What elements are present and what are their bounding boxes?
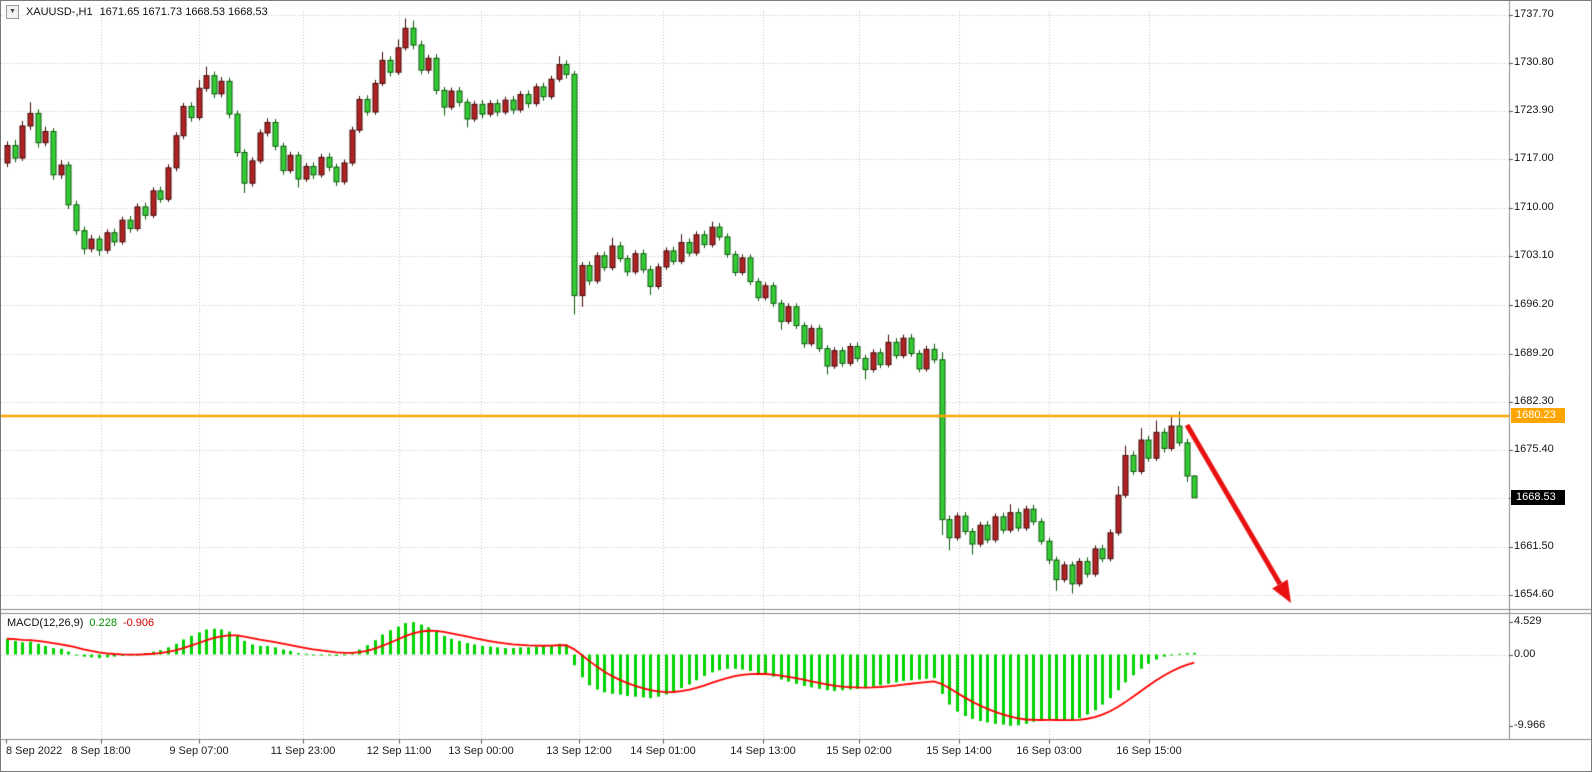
time-axis-label: 12 Sep 11:00: [366, 745, 432, 757]
ohlc-readout: 1671.65 1671.73 1668.53 1668.53: [99, 6, 268, 18]
time-axis-label: 8 Sep 2022: [6, 745, 63, 757]
price-axis-label: 1689.20: [1514, 346, 1554, 359]
price-axis-label: 1661.50: [1514, 539, 1554, 552]
price-axis-label: 1723.90: [1514, 104, 1554, 117]
time-axis-label: 13 Sep 00:00: [448, 745, 514, 757]
collapse-chart-icon[interactable]: ▼: [6, 5, 19, 19]
macd-axis-label: 0.00: [1514, 647, 1536, 660]
symbol-period-label: XAUUSD-,H1: [25, 6, 93, 18]
macd-signal-value: -0.906: [122, 617, 155, 629]
hline-price-tag: 1680.23: [1511, 408, 1565, 424]
price-axis-label: 1737.70: [1514, 8, 1554, 20]
macd-axis-label: 4.529: [1514, 615, 1542, 628]
current-price-tag: 1668.53: [1511, 489, 1565, 505]
chart-title-bar: ▼ XAUUSD-,H1 1671.65 1671.73 1668.53 166…: [6, 5, 268, 19]
time-axis-label: 14 Sep 13:00: [730, 745, 796, 757]
time-axis-label: 8 Sep 18:00: [71, 745, 131, 757]
time-axis-label: 15 Sep 14:00: [926, 745, 992, 757]
time-axis-label: 9 Sep 07:00: [169, 745, 229, 757]
macd-main-value: 0.228: [89, 617, 117, 629]
price-axis-label: 1717.00: [1514, 152, 1554, 165]
time-axis-label: 13 Sep 12:00: [546, 745, 612, 757]
price-axis-label: 1696.20: [1514, 297, 1554, 310]
price-axis-label: 1730.80: [1514, 56, 1554, 69]
time-axis-label: 16 Sep 15:00: [1116, 745, 1182, 757]
macd-name: MACD(12,26,9): [7, 617, 84, 629]
price-axis-label: 1675.40: [1514, 442, 1554, 455]
price-axis-label: 1682.30: [1514, 394, 1554, 407]
time-axis-label: 11 Sep 23:00: [270, 745, 336, 757]
macd-axis-label: -9.966: [1514, 718, 1546, 731]
macd-indicator-label: MACD(12,26,9) 0.228 -0.906: [7, 617, 154, 629]
time-axis-label: 14 Sep 01:00: [630, 745, 696, 757]
price-axis-label: 1654.60: [1514, 588, 1554, 600]
time-axis-label: 15 Sep 02:00: [826, 745, 892, 757]
time-axis-label: 16 Sep 03:00: [1016, 745, 1082, 757]
price-axis-label: 1710.00: [1514, 201, 1554, 214]
price-axis-label: 1703.10: [1514, 249, 1554, 262]
